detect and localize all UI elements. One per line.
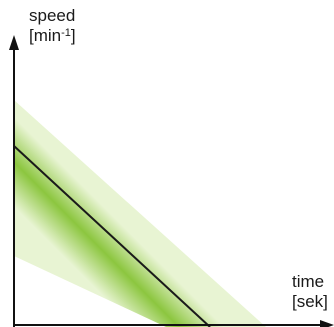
y-axis-title: speed (29, 6, 76, 25)
y-axis-label: speed [min-1] (29, 6, 76, 46)
x-axis-unit: [sek] (292, 292, 328, 311)
x-axis-arrow-icon (320, 320, 334, 327)
speed-line (14, 145, 211, 327)
y-axis-unit-close: ] (70, 26, 76, 45)
tolerance-band (14, 100, 266, 327)
y-axis-unit-exponent: -1 (61, 27, 71, 39)
x-axis-label: time [sek] (292, 272, 328, 312)
y-axis-unit: [min-1] (29, 26, 76, 46)
x-axis-title: time (292, 272, 325, 291)
y-axis-arrow-icon (9, 35, 19, 50)
y-axis-unit-base: [min (29, 26, 62, 45)
